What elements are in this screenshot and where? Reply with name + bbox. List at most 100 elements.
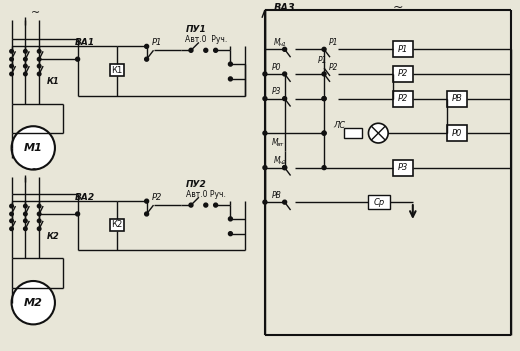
Circle shape bbox=[23, 64, 27, 68]
Text: К2: К2 bbox=[111, 220, 123, 229]
Bar bbox=[393, 160, 413, 176]
Text: М2: М2 bbox=[24, 298, 43, 308]
Circle shape bbox=[369, 123, 388, 143]
Circle shape bbox=[37, 219, 41, 223]
Text: К2: К2 bbox=[47, 232, 59, 241]
Circle shape bbox=[322, 97, 326, 101]
Circle shape bbox=[37, 212, 41, 216]
Circle shape bbox=[283, 72, 287, 76]
Text: К1: К1 bbox=[47, 77, 59, 86]
Text: ~: ~ bbox=[31, 8, 40, 18]
Circle shape bbox=[23, 49, 27, 53]
Text: ~: ~ bbox=[393, 0, 404, 13]
Circle shape bbox=[263, 200, 267, 204]
Circle shape bbox=[322, 166, 326, 170]
Circle shape bbox=[37, 64, 41, 68]
Text: Р0: Р0 bbox=[452, 128, 462, 138]
Bar bbox=[393, 66, 413, 82]
Circle shape bbox=[23, 204, 27, 208]
Text: Р0: Р0 bbox=[272, 62, 281, 72]
Circle shape bbox=[11, 281, 55, 324]
Circle shape bbox=[37, 49, 41, 53]
Circle shape bbox=[37, 204, 41, 208]
Bar bbox=[369, 195, 390, 209]
Circle shape bbox=[23, 72, 27, 76]
Text: Р1: Р1 bbox=[398, 45, 408, 54]
Text: РВ: РВ bbox=[452, 94, 463, 103]
Text: ВА1: ВА1 bbox=[74, 38, 95, 47]
Circle shape bbox=[214, 48, 217, 52]
Circle shape bbox=[10, 58, 14, 61]
Circle shape bbox=[283, 200, 287, 204]
Circle shape bbox=[322, 47, 326, 51]
Text: Р2: Р2 bbox=[151, 193, 162, 202]
Circle shape bbox=[204, 48, 208, 52]
Circle shape bbox=[10, 219, 14, 223]
Circle shape bbox=[75, 212, 80, 216]
Text: ВА3: ВА3 bbox=[274, 3, 295, 13]
Circle shape bbox=[228, 217, 232, 221]
Circle shape bbox=[263, 97, 267, 101]
Circle shape bbox=[263, 72, 267, 76]
Text: н1: н1 bbox=[279, 42, 287, 47]
Circle shape bbox=[228, 232, 232, 236]
Circle shape bbox=[145, 44, 149, 48]
Bar bbox=[393, 91, 413, 106]
Text: ~: ~ bbox=[31, 165, 40, 174]
Circle shape bbox=[23, 58, 27, 61]
Text: М: М bbox=[274, 38, 280, 47]
Circle shape bbox=[145, 199, 149, 203]
Text: М: М bbox=[274, 156, 280, 165]
Text: К1: К1 bbox=[111, 66, 123, 74]
Circle shape bbox=[23, 212, 27, 216]
Text: Р1: Р1 bbox=[317, 56, 327, 65]
Text: Авт.0 Руч.: Авт.0 Руч. bbox=[186, 190, 226, 199]
Text: ВА2: ВА2 bbox=[74, 193, 95, 202]
Text: М1: М1 bbox=[24, 143, 43, 153]
Text: Авт.0  Руч.: Авт.0 Руч. bbox=[185, 35, 227, 44]
Text: Ср: Ср bbox=[374, 198, 385, 207]
Circle shape bbox=[23, 227, 27, 231]
Circle shape bbox=[10, 212, 14, 216]
Bar bbox=[447, 125, 467, 141]
Bar bbox=[110, 219, 124, 231]
Circle shape bbox=[204, 203, 208, 207]
Circle shape bbox=[145, 57, 149, 61]
Circle shape bbox=[322, 72, 326, 76]
Circle shape bbox=[322, 131, 326, 135]
Text: Р1: Р1 bbox=[329, 38, 339, 47]
Circle shape bbox=[145, 212, 149, 216]
Circle shape bbox=[75, 57, 80, 61]
Text: вт: вт bbox=[277, 143, 284, 147]
Circle shape bbox=[322, 97, 326, 101]
Text: РВ: РВ bbox=[272, 191, 282, 200]
Circle shape bbox=[10, 64, 14, 68]
Circle shape bbox=[37, 72, 41, 76]
Circle shape bbox=[214, 203, 217, 207]
Circle shape bbox=[37, 58, 41, 61]
Circle shape bbox=[322, 131, 326, 135]
Circle shape bbox=[189, 203, 193, 207]
Circle shape bbox=[10, 72, 14, 76]
Bar bbox=[110, 64, 124, 76]
Circle shape bbox=[283, 166, 287, 170]
Text: ПУ2: ПУ2 bbox=[186, 180, 206, 189]
Circle shape bbox=[283, 47, 287, 51]
Text: Р2: Р2 bbox=[398, 69, 408, 79]
Text: ЛС: ЛС bbox=[333, 121, 345, 130]
Circle shape bbox=[10, 204, 14, 208]
Circle shape bbox=[10, 227, 14, 231]
Circle shape bbox=[37, 227, 41, 231]
Text: Р1: Р1 bbox=[151, 38, 162, 47]
Bar bbox=[393, 41, 413, 57]
Text: Р3: Р3 bbox=[272, 87, 281, 96]
Circle shape bbox=[283, 166, 287, 170]
Circle shape bbox=[10, 49, 14, 53]
Circle shape bbox=[228, 77, 232, 81]
Circle shape bbox=[283, 97, 287, 101]
Circle shape bbox=[11, 126, 55, 170]
Circle shape bbox=[263, 131, 267, 135]
Circle shape bbox=[228, 62, 232, 66]
Bar bbox=[344, 128, 361, 138]
Circle shape bbox=[189, 48, 193, 52]
